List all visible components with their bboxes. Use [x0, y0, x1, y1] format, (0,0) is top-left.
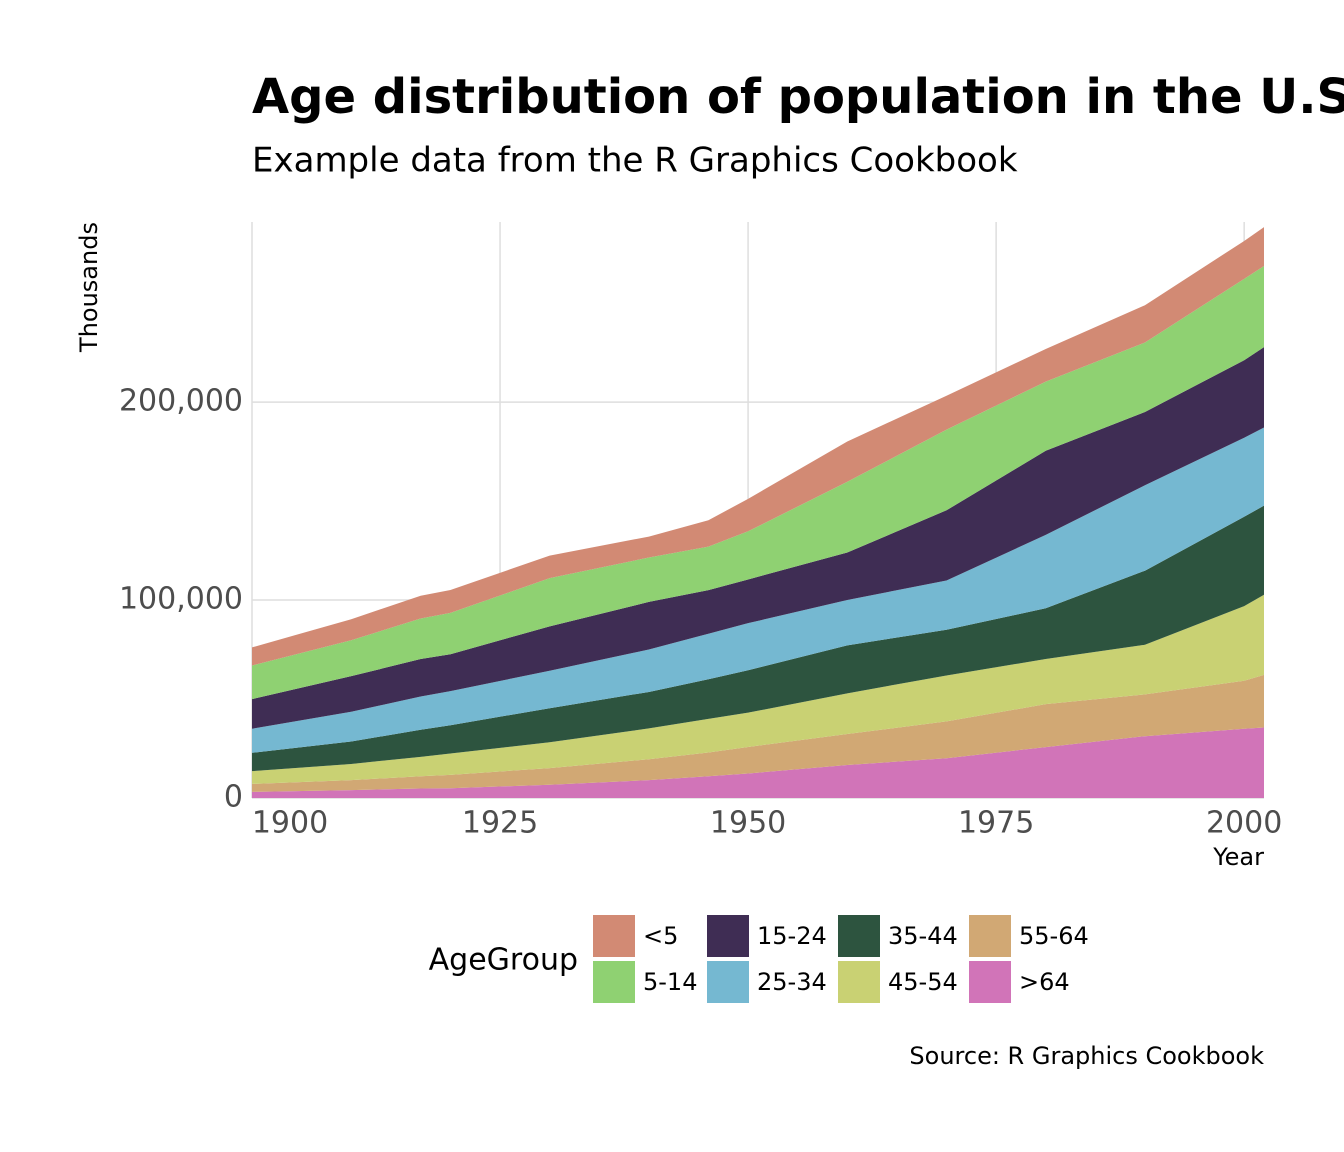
area — [252, 227, 1264, 666]
legend-label: >64 — [1019, 968, 1070, 996]
x-tick-label: 2000 — [1206, 806, 1282, 841]
y-tick-label: 100,000 — [119, 582, 243, 617]
legend-key — [593, 961, 635, 1003]
x-tick-label: 1975 — [958, 806, 1034, 841]
legend-key — [593, 915, 635, 957]
legend-label: 45-54 — [888, 968, 958, 996]
legend-label: 25-34 — [757, 968, 827, 996]
chart-title: Age distribution of population in the U.… — [252, 69, 1344, 125]
legend-label: 5-14 — [643, 968, 697, 996]
chart-subtitle: Example data from the R Graphics Cookboo… — [252, 141, 1018, 181]
area — [252, 505, 1264, 772]
y-tick-label: 0 — [224, 780, 243, 815]
legend-title: AgeGroup — [429, 943, 578, 978]
legend-label: 35-44 — [888, 922, 958, 950]
area — [252, 594, 1264, 784]
area — [252, 727, 1264, 798]
legend-label: <5 — [643, 922, 678, 950]
legend-key — [707, 961, 749, 1003]
legend-label: 15-24 — [757, 922, 827, 950]
legend-key — [969, 915, 1011, 957]
area — [252, 427, 1264, 753]
legend-key — [838, 915, 880, 957]
area — [252, 347, 1264, 729]
caption: Source: R Graphics Cookbook — [909, 1042, 1264, 1070]
x-tick-label: 1925 — [462, 806, 538, 841]
x-tick-label: 1900 — [252, 806, 328, 841]
legend-label: 55-64 — [1019, 922, 1089, 950]
area — [252, 265, 1264, 700]
legend-key — [969, 961, 1011, 1003]
x-axis-label: Year — [1212, 843, 1264, 871]
legend-key — [707, 915, 749, 957]
x-tick-label: 1950 — [710, 806, 786, 841]
y-tick-label: 200,000 — [119, 384, 243, 419]
y-axis-label: Thousands — [75, 222, 103, 353]
area — [252, 674, 1264, 792]
legend-key — [838, 961, 880, 1003]
